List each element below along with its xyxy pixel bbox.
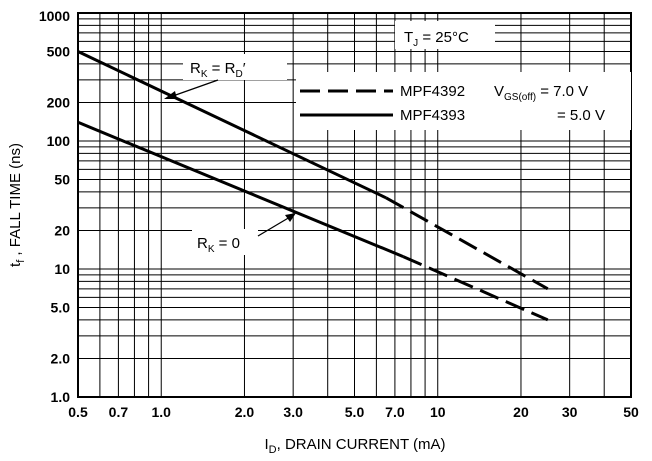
y-tick-label: 200 bbox=[47, 94, 71, 110]
x-tick-label: 2.0 bbox=[235, 404, 255, 420]
x-tick-label: 50 bbox=[623, 404, 639, 420]
rk-0-label-box bbox=[192, 229, 258, 255]
series-line-rkrd-solid bbox=[77, 50, 387, 200]
series-line-rk0-dashed bbox=[402, 255, 549, 322]
y-tick-label: 50 bbox=[54, 172, 70, 188]
y-tick-label: 2.0 bbox=[51, 350, 71, 366]
vgs-annotation: VGS(off) = 7.0 V bbox=[494, 83, 588, 103]
y-tick-label: 10 bbox=[54, 261, 70, 277]
rk-0-arrow-head bbox=[285, 213, 296, 222]
rk-0-label: RK = 0 bbox=[197, 235, 240, 255]
rk-rd-label: RK = RD′ bbox=[190, 60, 246, 80]
y-tick-label: 5.0 bbox=[51, 300, 71, 316]
x-tick-label: 3.0 bbox=[283, 404, 303, 420]
plot-frame bbox=[77, 12, 632, 398]
rk-rd-arrow-line bbox=[169, 79, 219, 98]
x-tick-label: 10 bbox=[430, 404, 446, 420]
rk-0-arrow-line bbox=[257, 216, 291, 237]
x-tick-label: 0.7 bbox=[109, 404, 129, 420]
y-tick-label: 500 bbox=[47, 44, 71, 60]
x-axis-title: ID, DRAIN CURRENT (mA) bbox=[264, 436, 445, 456]
y-tick-label: 1000 bbox=[39, 8, 70, 24]
y-tick-label: 100 bbox=[47, 133, 71, 149]
x-tick-label: 1.0 bbox=[152, 404, 172, 420]
rk-rd-arrow-head bbox=[164, 91, 177, 99]
series-line-rk0-solid bbox=[77, 120, 404, 258]
x-tick-label: 20 bbox=[513, 404, 529, 420]
x-tick-label: 30 bbox=[562, 404, 578, 420]
tj-box bbox=[395, 21, 495, 49]
series-line-rkrd-dashed bbox=[385, 196, 549, 291]
x-tick-label: 5.0 bbox=[345, 404, 365, 420]
legend-label-mpf4393: MPF4393 bbox=[400, 107, 465, 124]
y-axis-title: tf , FALL TIME (ns) bbox=[7, 143, 27, 267]
series-layer bbox=[77, 50, 549, 322]
grid bbox=[78, 13, 631, 397]
rk-rd-label-box bbox=[183, 54, 287, 80]
tj-annotation: TJ = 25°C bbox=[404, 29, 469, 49]
x-tick-label: 0.5 bbox=[68, 404, 88, 420]
legend-label-mpf4392: MPF4392 bbox=[400, 83, 465, 100]
y-tick-label: 20 bbox=[54, 222, 70, 238]
tick-labels: 0.5 0.7 1.0 2.0 3.0 5.0 7.0 10 20 30 50 1.0 2.0 5.0 10… bbox=[39, 8, 639, 420]
legend-box bbox=[296, 72, 631, 130]
x-tick-label: 7.0 bbox=[385, 404, 405, 420]
vgs2-annotation: = 5.0 V bbox=[557, 107, 605, 124]
y-tick-label: 1.0 bbox=[51, 389, 71, 405]
